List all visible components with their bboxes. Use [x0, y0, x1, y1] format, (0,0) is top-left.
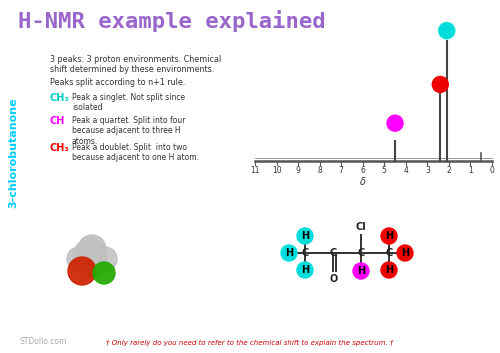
Text: † Only rarely do you need to refer to the chemical shift to explain the spectrum: † Only rarely do you need to refer to th…: [106, 340, 394, 346]
Text: Peak a quartet. Split into four
because adjacent to three H
atoms.: Peak a quartet. Split into four because …: [72, 116, 186, 146]
Text: 2: 2: [446, 166, 452, 175]
Circle shape: [86, 259, 106, 279]
Text: 8: 8: [318, 166, 322, 175]
Circle shape: [281, 245, 297, 261]
Text: 5: 5: [382, 166, 386, 175]
Text: 3: 3: [425, 166, 430, 175]
Text: H: H: [301, 265, 309, 275]
Text: C: C: [386, 248, 392, 258]
Text: 7: 7: [338, 166, 344, 175]
Text: H: H: [385, 231, 393, 241]
Text: 9: 9: [296, 166, 300, 175]
Circle shape: [67, 247, 91, 271]
Text: 11: 11: [250, 166, 260, 175]
Circle shape: [297, 228, 313, 244]
Text: C: C: [330, 248, 336, 258]
Text: H: H: [385, 265, 393, 275]
Circle shape: [78, 235, 106, 263]
Text: C: C: [302, 248, 308, 258]
Text: Peak a doublet. Split  into two
because adjacent to one H atom.: Peak a doublet. Split into two because a…: [72, 143, 199, 162]
Circle shape: [353, 263, 369, 279]
Circle shape: [439, 23, 455, 39]
Text: H: H: [285, 248, 293, 258]
Text: STDollo.com: STDollo.com: [20, 337, 68, 346]
Circle shape: [432, 77, 448, 92]
Text: 1: 1: [468, 166, 473, 175]
Text: 6: 6: [360, 166, 365, 175]
Circle shape: [397, 245, 413, 261]
Text: 4: 4: [404, 166, 408, 175]
Text: CH: CH: [50, 116, 66, 126]
Circle shape: [93, 262, 115, 284]
Text: Peak a singlet. Not split since
isolated: Peak a singlet. Not split since isolated: [72, 93, 185, 112]
Text: H-NMR example explained: H-NMR example explained: [18, 10, 326, 32]
Text: H: H: [301, 231, 309, 241]
Text: H: H: [401, 248, 409, 258]
Text: 0: 0: [490, 166, 494, 175]
Circle shape: [93, 247, 117, 271]
Circle shape: [68, 257, 96, 285]
Text: δ: δ: [360, 177, 366, 187]
Circle shape: [381, 262, 397, 278]
Text: Peaks split according to n+1 rule.: Peaks split according to n+1 rule.: [50, 78, 186, 87]
Text: 10: 10: [272, 166, 281, 175]
Text: O: O: [330, 274, 338, 284]
Circle shape: [381, 228, 397, 244]
Text: CH₃: CH₃: [50, 93, 70, 103]
Text: 3 peaks: 3 proton environments. Chemical
shift determined by these environments.: 3 peaks: 3 proton environments. Chemical…: [50, 55, 221, 74]
Text: 3-chlorobutanone: 3-chlorobutanone: [8, 98, 18, 208]
Text: Cl: Cl: [356, 222, 366, 232]
Circle shape: [297, 262, 313, 278]
Circle shape: [387, 115, 403, 131]
Text: H: H: [357, 266, 365, 276]
Text: C: C: [358, 248, 364, 258]
Text: CH₃: CH₃: [50, 143, 70, 153]
Circle shape: [73, 239, 107, 273]
